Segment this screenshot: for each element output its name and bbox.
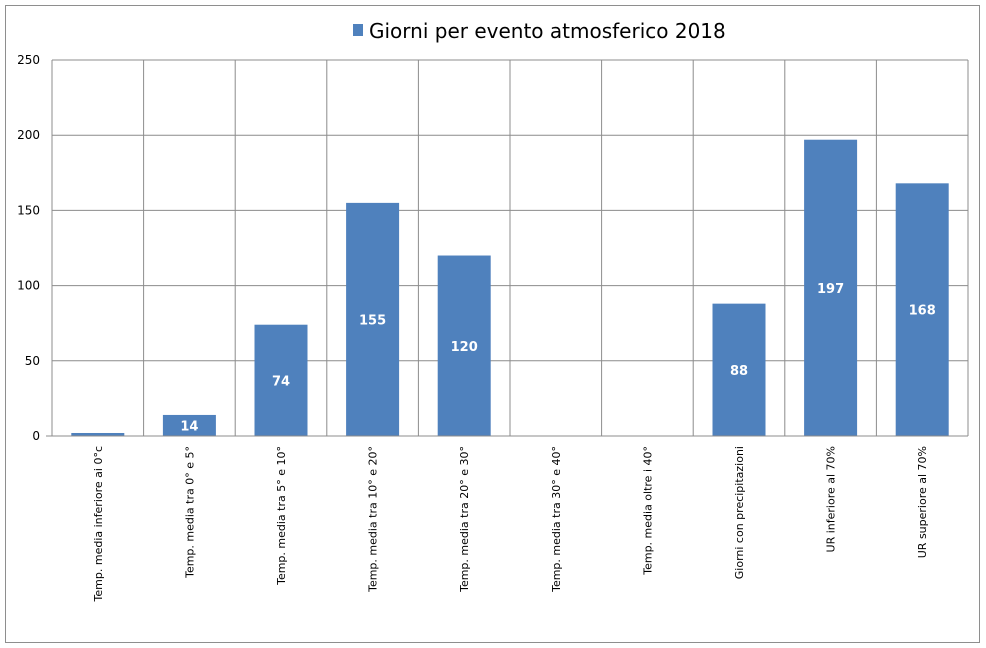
- data-label: 74: [272, 374, 290, 389]
- bars: [71, 139, 949, 436]
- data-label: 155: [359, 313, 386, 328]
- y-tick-label: 50: [25, 354, 40, 368]
- bar: [346, 202, 400, 436]
- bar: [712, 303, 766, 436]
- data-label: 120: [451, 340, 478, 355]
- x-tick-label: Temp. media tra 20° e 30°: [458, 446, 471, 593]
- x-tick-label: Giorni con precipitazioni: [733, 446, 746, 579]
- data-labels: 14 74 155 120 88 197 168: [180, 282, 935, 435]
- x-tick-label: UR inferiore al 70%: [825, 446, 838, 552]
- y-tick-label: 200: [17, 128, 40, 142]
- data-label: 197: [817, 282, 844, 297]
- x-axis: Temp. media inferiore ai 0°c Temp. media …: [46, 435, 968, 602]
- data-label: 168: [909, 304, 936, 319]
- x-tick-label: Temp. media inferiore ai 0°c: [92, 446, 105, 602]
- bar: [804, 139, 858, 436]
- bar: [71, 432, 125, 436]
- bar: [895, 183, 949, 436]
- data-label: 88: [730, 364, 748, 379]
- y-tick-label: 0: [32, 429, 40, 443]
- y-axis: 0 50 100 150 200 250: [17, 53, 40, 443]
- bar: [437, 255, 491, 436]
- x-tick-label: Temp. media tra 0° e 5°: [183, 446, 196, 579]
- data-label: 14: [180, 419, 198, 434]
- x-tick-label: Temp. media tra 5° e 10°: [275, 446, 288, 586]
- y-tick-label: 250: [17, 53, 40, 67]
- x-tick-label: Temp. media tra 30° e 40°: [550, 446, 563, 593]
- y-tick-label: 150: [17, 203, 40, 217]
- x-tick-label: Temp. media oltre i 40°: [641, 446, 654, 576]
- legend-label: Giorni per evento atmosferico 2018: [369, 19, 726, 43]
- y-tick-label: 100: [17, 279, 40, 293]
- x-tick-label: Temp. media tra 10° e 20°: [367, 446, 380, 593]
- x-tick-label: UR superiore al 70%: [916, 446, 929, 558]
- bar: [254, 324, 308, 436]
- legend: Giorni per evento atmosferico 2018: [353, 19, 726, 43]
- bar: [162, 414, 216, 436]
- legend-swatch: [353, 24, 363, 36]
